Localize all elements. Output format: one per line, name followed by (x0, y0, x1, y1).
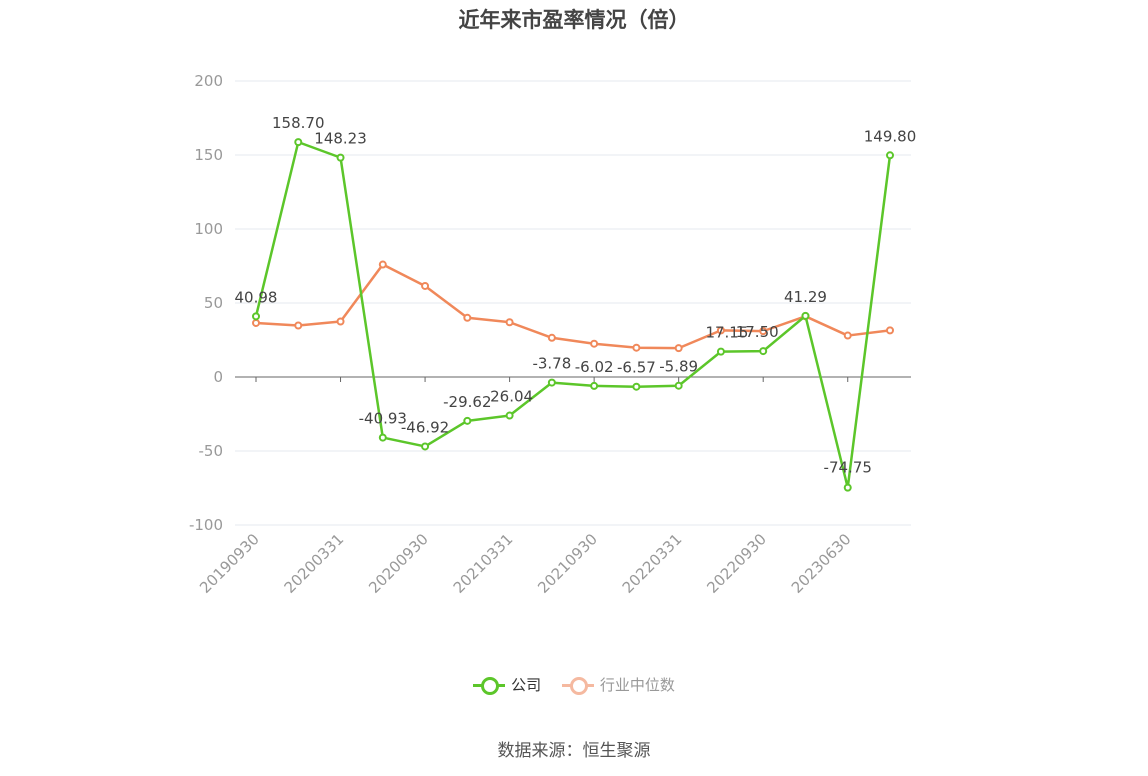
point-industry-median (632, 343, 641, 352)
data-label: -29.62 (443, 393, 491, 411)
legend: 公司 行业中位数 (0, 674, 1148, 699)
x-tick-label: 20220331 (619, 530, 686, 597)
point-company (421, 442, 430, 451)
point-industry-median (843, 331, 852, 340)
data-label: -6.02 (575, 358, 614, 376)
point-industry-median (886, 326, 894, 335)
series-line-industry-median (255, 263, 891, 350)
point-industry-median (716, 326, 725, 335)
x-tick-label: 20220930 (703, 530, 770, 597)
point-industry-median (378, 260, 387, 269)
x-tick-label: 20210331 (450, 530, 517, 597)
point-company (547, 378, 556, 387)
point-industry-median (674, 344, 683, 353)
point-industry-median (294, 321, 303, 330)
data-label: -5.89 (659, 358, 698, 376)
chart-title: 近年来市盈率情况（倍） (458, 8, 690, 32)
x-tick-label: 20190930 (196, 530, 263, 597)
point-company (801, 311, 810, 320)
legend-label-company: 公司 (511, 676, 542, 694)
point-company (378, 433, 387, 442)
data-label: -74.75 (824, 459, 872, 477)
legend-swatch-company (473, 675, 506, 695)
point-company (716, 347, 725, 356)
point-company (463, 416, 472, 425)
series-line-company (254, 140, 892, 489)
point-company (632, 382, 641, 391)
data-label: -46.92 (401, 418, 449, 436)
point-company (505, 411, 514, 420)
legend-item-industry-median[interactable]: 行业中位数 (561, 674, 675, 695)
y-tick-label: 50 (204, 294, 223, 312)
point-industry-median (336, 317, 345, 326)
grid-lines (235, 80, 911, 526)
data-label: 149.80 (864, 127, 917, 145)
y-tick-label: -100 (189, 516, 223, 534)
point-industry-median (590, 339, 599, 348)
data-label: 17.15 (705, 324, 748, 342)
point-company (590, 381, 599, 390)
point-industry-median (505, 318, 514, 327)
data-label: 158.70 (272, 114, 325, 132)
data-label: -6.57 (617, 359, 656, 377)
point-company (886, 151, 894, 160)
point-company (843, 483, 852, 492)
data-label: 148.23 (314, 130, 367, 148)
series-lines (252, 138, 894, 492)
point-company (252, 312, 260, 321)
y-tick-label: -50 (199, 442, 224, 460)
y-tick-label: 0 (213, 368, 223, 386)
point-industry-median (547, 333, 556, 342)
data-label: 40.98 (235, 288, 278, 306)
data-label: 41.29 (784, 288, 827, 306)
y-tick-label: 100 (194, 220, 223, 238)
point-company (294, 138, 303, 147)
point-company (759, 347, 768, 356)
x-tick-label: 20200331 (281, 530, 348, 597)
data-label: 17.50 (736, 323, 779, 341)
legend-item-company[interactable]: 公司 (473, 674, 541, 695)
point-industry-median (759, 327, 768, 336)
x-tick-label: 20210930 (534, 530, 601, 597)
x-tick-label: 20230630 (788, 530, 855, 597)
point-industry-median (252, 318, 260, 327)
point-industry-median (463, 313, 472, 322)
y-tick-label: 200 (194, 72, 223, 90)
data-label: -40.93 (359, 410, 407, 428)
data-label: -3.78 (532, 355, 571, 373)
legend-swatch-industry-median (561, 675, 594, 695)
point-company (674, 381, 683, 390)
x-tick-label: 20200930 (365, 530, 432, 597)
source-note: 数据来源：恒生聚源 (497, 741, 651, 761)
legend-label-industry-median: 行业中位数 (599, 676, 675, 694)
point-industry-median (421, 281, 430, 290)
y-tick-label: 150 (194, 146, 223, 164)
point-company (336, 153, 345, 162)
data-label: 26.04 (490, 388, 533, 406)
